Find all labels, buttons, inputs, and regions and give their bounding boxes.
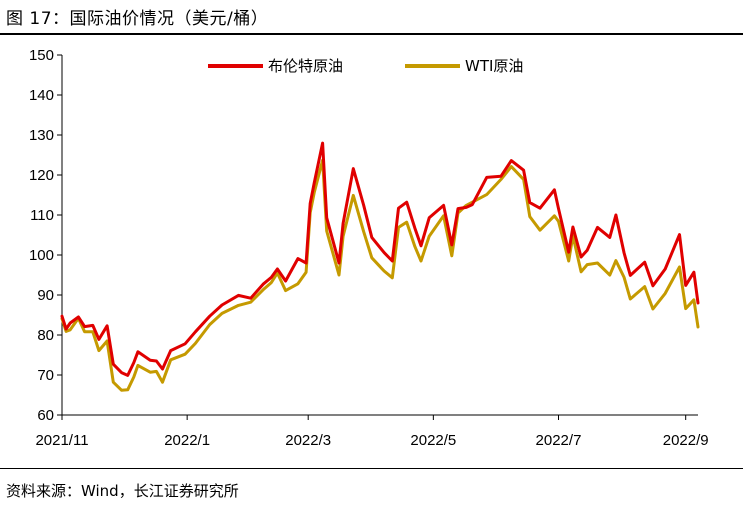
x-axis: 2021/11 2022/1 2022/3 2022/5 2022/7 2022/9: [35, 414, 709, 449]
source-note: 资料来源：Wind，长江证券研究所: [6, 482, 239, 500]
y-tick-label: 60: [37, 407, 54, 424]
legend-label-1: WTI原油: [465, 57, 523, 75]
title-divider: [0, 33, 743, 35]
y-tick-label: 110: [30, 207, 54, 224]
y-tick-label: 140: [29, 87, 54, 104]
legend: 布伦特原油 WTI原油: [208, 57, 523, 75]
y-tick-label: 90: [37, 287, 54, 304]
x-tick-label: 2022/1: [164, 432, 210, 449]
x-tick-label: 2021/11: [35, 432, 88, 449]
y-tick-label: 150: [29, 47, 54, 64]
y-tick-label: 70: [37, 367, 54, 384]
y-tick-label: 80: [37, 327, 54, 344]
source-divider: [0, 468, 743, 469]
page-title: 图 17：国际油价情况（美元/桶）: [6, 9, 269, 29]
series-line-1: [60, 158, 700, 392]
y-tick-label: 100: [29, 247, 54, 264]
y-tick-label: 130: [29, 127, 54, 144]
series-layer: [60, 141, 700, 392]
y-tick-label: 120: [29, 167, 54, 184]
x-tick-label: 2022/7: [536, 432, 582, 449]
x-tick-label: 2022/3: [285, 432, 331, 449]
x-tick-label: 2022/5: [410, 432, 456, 449]
series-line-0: [60, 141, 700, 377]
x-tick-label: 2022/9: [663, 432, 709, 449]
oil-price-line-chart: 60 70 80 90 100 110 120 130 140 150 2021/11 2022/1…: [29, 47, 709, 449]
y-axis: 60 70 80 90 100 110 120 130 140 150: [29, 47, 63, 424]
legend-label-0: 布伦特原油: [268, 57, 343, 75]
